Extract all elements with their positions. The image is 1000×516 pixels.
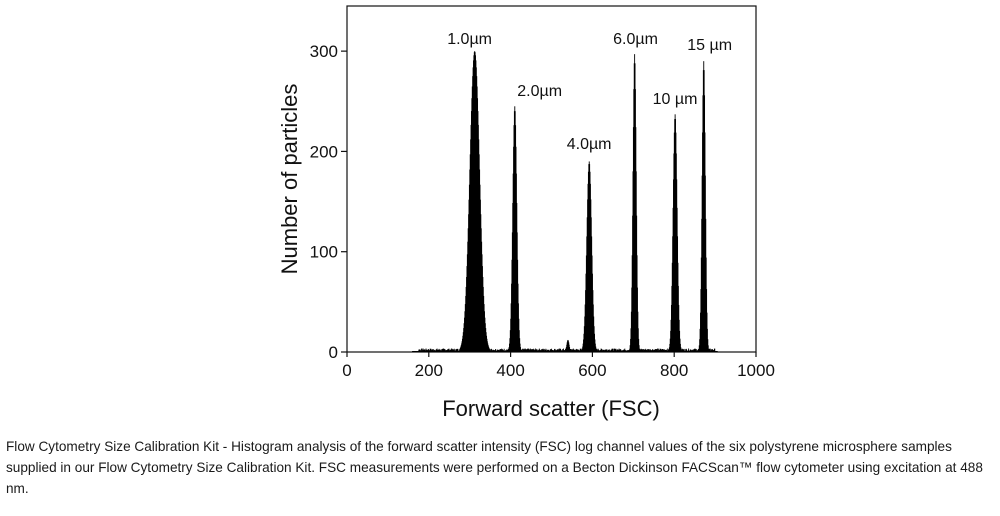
histogram-bar (714, 348, 716, 352)
x-tick-label: 1000 (737, 361, 775, 380)
histogram-bar (448, 348, 450, 352)
x-tick-label: 400 (496, 361, 524, 380)
histogram-bar (686, 349, 688, 352)
histogram-bar (421, 348, 423, 352)
y-tick-label: 100 (310, 243, 338, 262)
figure: 0 200 400 600 800 1000 0 100 200 300 1.0µm 2.0µm 4… (277, 5, 775, 421)
histogram-bar (664, 349, 665, 352)
histogram-bar (457, 348, 459, 352)
peak-label: 6.0µm (613, 31, 658, 48)
histogram-bar (601, 349, 603, 352)
histogram-bars (412, 51, 718, 353)
histogram-bar (692, 349, 694, 352)
histogram-bar (638, 345, 640, 352)
histogram-bar (551, 348, 553, 352)
histogram-chart: 0 200 400 600 800 1000 0 100 200 300 1.0µm 2.0µm 4… (277, 5, 775, 421)
histogram-bar (495, 349, 497, 352)
histogram-bar (563, 348, 564, 352)
peak-label: 15 µm (687, 37, 732, 54)
histogram-bar (716, 350, 718, 352)
histogram-bar (688, 348, 690, 352)
peak-label: 10 µm (653, 91, 698, 108)
histogram-bar (543, 348, 545, 352)
peak-label: 4.0µm (567, 136, 612, 153)
peak-label: 1.0µm (447, 31, 492, 48)
histogram-bar (645, 348, 647, 352)
histogram-bar (456, 348, 458, 352)
histogram-bar (661, 349, 663, 352)
x-tick-label: 800 (660, 361, 688, 380)
histogram-bar (615, 348, 617, 352)
histogram-bar (440, 349, 442, 352)
histogram-bar (616, 349, 618, 352)
histogram-bar (444, 349, 446, 352)
histogram-bar (620, 349, 622, 352)
histogram-bar (709, 348, 711, 352)
histogram-bar (648, 349, 650, 352)
histogram-bar (695, 349, 697, 352)
histogram-bar (657, 348, 659, 352)
histogram-bar (707, 345, 709, 352)
peak-labels: 1.0µm 2.0µm 4.0µm 6.0µm 10 µm 15 µm (447, 31, 732, 153)
histogram-bar (608, 349, 610, 352)
y-tick-label: 300 (310, 42, 338, 61)
histogram-bar (656, 349, 658, 352)
histogram-bar (554, 348, 556, 352)
histogram-bar (533, 349, 535, 352)
histogram-bar (422, 348, 424, 352)
x-axis-ticks: 0 200 400 600 800 1000 (342, 352, 775, 380)
y-tick-label: 200 (310, 142, 338, 161)
histogram-bar (649, 349, 651, 352)
histogram-bar (539, 349, 541, 352)
x-tick-label: 0 (342, 361, 351, 380)
y-tick-label: 0 (329, 343, 338, 362)
y-axis-ticks: 0 100 200 300 (310, 42, 347, 362)
peak-label: 2.0µm (517, 83, 562, 100)
histogram-bar (609, 349, 611, 352)
histogram-bar (496, 349, 498, 352)
histogram-bar (683, 348, 685, 352)
histogram-bar (612, 348, 613, 352)
histogram-bar (503, 348, 505, 352)
histogram-bar (681, 348, 683, 352)
figure-caption: Flow Cytometry Size Calibration Kit - Hi… (6, 439, 983, 496)
x-tick-label: 600 (578, 361, 606, 380)
x-axis-title: Forward scatter (FSC) (442, 396, 660, 421)
histogram-bar (491, 348, 492, 352)
histogram-bar (429, 348, 431, 352)
histogram-bar (654, 349, 656, 352)
y-axis-title: Number of particles (277, 84, 302, 275)
x-tick-label: 200 (415, 361, 443, 380)
histogram-bar (489, 349, 491, 352)
histogram-bar (624, 348, 626, 352)
plot-frame (346, 5, 757, 353)
